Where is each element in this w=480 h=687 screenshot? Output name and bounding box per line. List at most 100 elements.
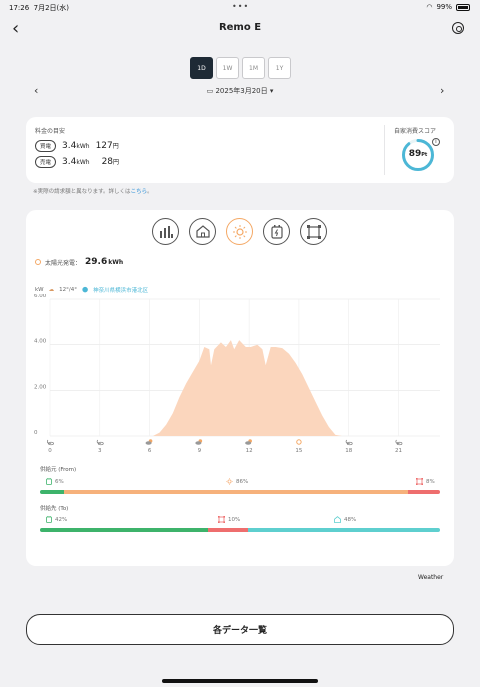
- sun-icon: [296, 439, 302, 445]
- supply-to-label: 供給先 (To): [40, 506, 69, 512]
- category-battery-button[interactable]: [263, 218, 290, 245]
- solar-label: 太陽光発電：: [45, 259, 82, 267]
- page-title: Remo E: [218, 22, 262, 33]
- supply-from-label: 供給元 (From): [40, 467, 77, 473]
- next-date-button[interactable]: ›: [440, 84, 445, 97]
- y-tick-label: 4.00: [34, 339, 47, 345]
- buy-badge: 買電: [35, 140, 57, 152]
- solar-total: 太陽光発電： 29.6 kWh: [35, 257, 123, 267]
- x-tick-label: 12: [246, 448, 253, 454]
- period-selector: 1D 1W 1M 1Y: [190, 57, 291, 79]
- percent-label: 42%: [55, 516, 68, 523]
- sun-icon: [232, 224, 247, 239]
- details-link[interactable]: こちら: [130, 189, 148, 195]
- status-right: ◠ 99%: [426, 3, 470, 11]
- supply-from-segment: [408, 490, 440, 494]
- nav-bar: ‹ Remo E: [0, 14, 480, 44]
- supply-to-bar: [40, 528, 440, 532]
- supply-to-legend-item: 48%: [334, 516, 356, 523]
- sun-cloud-icon: [245, 439, 252, 445]
- period-1d-button[interactable]: 1D: [190, 57, 213, 79]
- energy-card: 太陽光発電： 29.6 kWh kW ☁ 12°/4° ⬤ 神奈川県横浜市港北区…: [26, 210, 454, 566]
- sell-price: 28円: [101, 157, 120, 167]
- supply-from-segment: [64, 490, 408, 494]
- y-tick-label: 0: [34, 430, 38, 436]
- home-icon: [334, 516, 341, 523]
- disclaimer-note: ※実際の請求額と異なります。詳しくはこちら。: [33, 189, 153, 195]
- category-home-button[interactable]: [189, 218, 216, 245]
- x-tick-label: 18: [345, 448, 352, 454]
- score-gauge: [402, 139, 434, 171]
- cost-label: 料金の目安: [35, 128, 66, 135]
- settings-icon[interactable]: [452, 22, 464, 34]
- chart-weather-header: kW ☁ 12°/4° ⬤ 神奈川県横浜市港北区: [35, 286, 148, 294]
- y-tick-label: 2.00: [34, 384, 47, 390]
- battery-icon: [46, 478, 52, 485]
- cost-summary-card: 料金の目安 買電 3.4kWh 127円 売電 3.4kWh 28円 自家消費ス…: [26, 117, 454, 183]
- solar-chart: 6.00 4.00 2.00 0 0 3 6 9 12 15 18 21: [34, 294, 440, 454]
- location-pin-icon: ⬤: [81, 287, 89, 293]
- sell-badge: 売電: [35, 156, 57, 168]
- supply-from-bar: [40, 490, 440, 494]
- score-arc: [402, 139, 434, 171]
- weather-credit: Weather: [418, 574, 444, 581]
- home-indicator: [162, 679, 318, 683]
- buy-price: 127円: [95, 141, 119, 151]
- sun-icon: [226, 478, 233, 485]
- x-tick-label: 0: [48, 448, 52, 454]
- x-tick-label: 9: [198, 448, 202, 454]
- period-1m-button[interactable]: 1M: [242, 57, 265, 79]
- supply-to-segment: [40, 528, 208, 532]
- category-selector: [152, 218, 327, 245]
- chart-unit: kW: [35, 287, 44, 293]
- status-time: 17:26 7月2日(水): [9, 4, 70, 12]
- calendar-icon: ▭: [206, 87, 214, 95]
- back-button[interactable]: ‹: [12, 18, 20, 39]
- grid-icon: [218, 516, 225, 523]
- wifi-icon: ◠: [426, 3, 433, 11]
- date-picker[interactable]: ▭ 2025年3月20日 ▾: [0, 86, 480, 96]
- night-cloud-icon: [345, 439, 353, 446]
- buy-value: 3.4kWh: [62, 141, 90, 151]
- info-icon[interactable]: i: [432, 138, 440, 146]
- period-1y-button[interactable]: 1Y: [268, 57, 291, 79]
- supply-to-legend: 42% 10% 48%: [40, 516, 440, 526]
- category-grid-button[interactable]: [300, 218, 327, 245]
- category-usage-button[interactable]: [152, 218, 179, 245]
- bar-chart-icon: [159, 225, 173, 238]
- solar-value: 29.6: [85, 257, 108, 267]
- supply-to-legend-item: 10%: [218, 516, 240, 523]
- data-list-button[interactable]: 各データ一覧: [26, 614, 454, 645]
- solar-unit: kWh: [108, 258, 124, 266]
- sun-cloud-icon: [145, 439, 153, 445]
- status-bar: 17:26 7月2日(水) ••• ◠ 99%: [0, 0, 480, 14]
- x-tick-label: 15: [295, 448, 302, 454]
- night-cloud-icon: [47, 439, 54, 446]
- category-solar-button[interactable]: [226, 218, 253, 245]
- buy-row: 買電 3.4kWh 127円: [35, 140, 119, 152]
- temperature: 12°/4°: [59, 287, 77, 293]
- y-tick-label: 6.00: [34, 294, 47, 299]
- status-battery-text: 99%: [436, 3, 452, 11]
- supply-to-legend-item: 42%: [46, 516, 67, 523]
- percent-label: 8%: [426, 478, 435, 485]
- x-tick-label: 3: [98, 448, 102, 454]
- period-1w-button[interactable]: 1W: [216, 57, 239, 79]
- supply-from-segment: [40, 490, 64, 494]
- x-tick-label: 6: [148, 448, 152, 454]
- percent-label: 6%: [55, 478, 64, 485]
- solar-area-series: [152, 340, 343, 436]
- prev-date-button[interactable]: ‹: [34, 84, 39, 97]
- score-label: 自家消費スコア: [394, 128, 437, 135]
- cloud-sun-icon: ☁: [48, 287, 55, 293]
- battery-icon: [46, 516, 52, 523]
- summary-divider: [384, 125, 385, 175]
- multitasking-dots[interactable]: •••: [232, 2, 250, 11]
- sun-icon: [35, 259, 41, 265]
- location-link[interactable]: 神奈川県横浜市港北区: [93, 288, 149, 294]
- supply-from-legend-item: 86%: [226, 478, 248, 485]
- x-tick-label: 21: [395, 448, 402, 454]
- percent-label: 86%: [236, 478, 249, 485]
- sell-row: 売電 3.4kWh 28円: [35, 156, 119, 168]
- sell-value: 3.4kWh: [62, 157, 90, 167]
